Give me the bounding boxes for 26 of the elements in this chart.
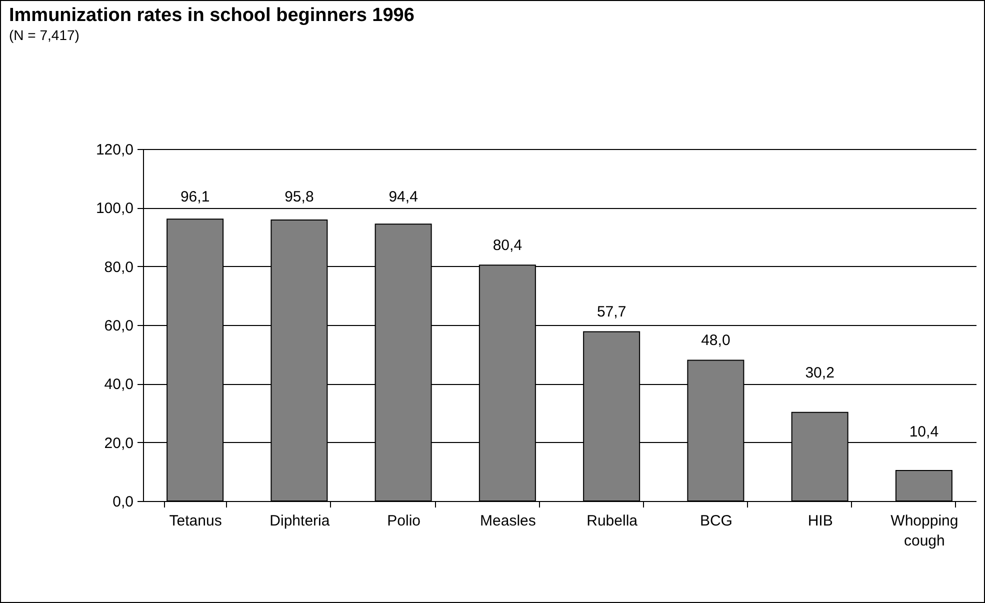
data-label: 30,2 <box>805 364 834 382</box>
y-tick-label: 40,0 <box>104 376 134 394</box>
data-label: 96,1 <box>180 188 210 206</box>
data-label: 57,7 <box>596 304 626 321</box>
x-tick-label: HIB <box>808 512 833 530</box>
y-tick-label: 20,0 <box>104 434 134 452</box>
bar <box>895 470 952 502</box>
data-label: 48,0 <box>701 332 730 350</box>
x-tick-label: Whopping cough <box>890 512 958 550</box>
x-tick-label: Tetanus <box>169 512 222 530</box>
data-label: 80,4 <box>492 237 522 254</box>
y-tick-label: 80,0 <box>104 258 134 276</box>
y-tick-label: 0,0 <box>112 494 134 510</box>
x-tick-label: Polio <box>387 512 420 530</box>
x-tick-label: Rubella <box>586 512 638 530</box>
chart-title: Immunization rates in school beginners 1996 <box>9 5 414 27</box>
x-tick-label: Measles <box>480 512 536 530</box>
chart-subtitle: (N = 7,417) <box>9 27 80 43</box>
y-tick-label: 100,0 <box>96 200 134 218</box>
y-tick-label: 120,0 <box>96 142 134 158</box>
data-label: 95,8 <box>284 188 314 206</box>
data-label: 10,4 <box>909 423 939 440</box>
y-tick-label: 60,0 <box>104 318 134 334</box>
x-tick-label: Diphteria <box>270 512 330 530</box>
data-label: 94,4 <box>388 188 418 206</box>
x-tick-label: BCG <box>700 512 732 530</box>
